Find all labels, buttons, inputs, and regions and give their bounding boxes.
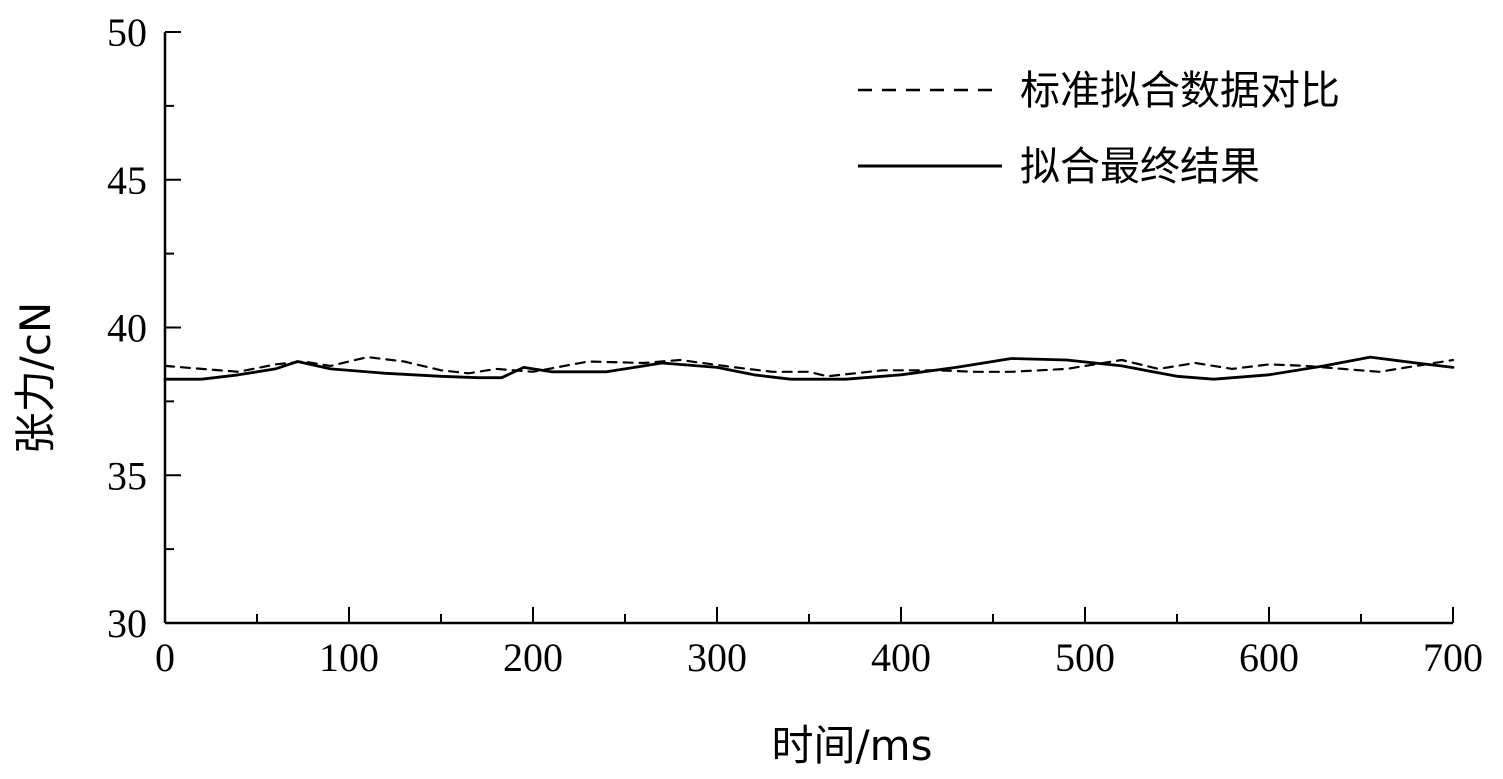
legend-label-standard: 标准拟合数据对比 [1020,68,1340,114]
x-tick-label: 600 [1239,635,1299,680]
x-ticks: 0 100 200 300 400 500 600 700 [155,607,1483,680]
y-ticks: 30 35 40 45 50 [107,10,181,646]
y-tick-label: 30 [107,601,147,646]
y-axis-title: 张力/cN [11,302,60,455]
x-tick-label: 400 [871,635,931,680]
y-tick-label: 40 [107,306,147,351]
legend: 标准拟合数据对比 拟合最终结果 [858,68,1340,190]
series-line-final-solid [163,355,1455,381]
x-tick-label: 300 [687,635,747,680]
y-tick-label: 35 [107,453,147,498]
y-tick-label: 45 [107,158,147,203]
x-tick-label: 0 [155,635,175,680]
x-tick-label: 100 [319,635,379,680]
y-tick-label: 50 [107,10,147,55]
x-tick-label: 200 [503,635,563,680]
axes [163,32,1453,625]
x-tick-label: 500 [1055,635,1115,680]
series-line-standard-dashed [163,356,1455,378]
legend-label-final: 拟合最终结果 [1020,144,1260,190]
x-axis-title: 时间/ms [772,721,933,770]
x-tick-label: 700 [1423,635,1483,680]
series-group [163,355,1455,381]
